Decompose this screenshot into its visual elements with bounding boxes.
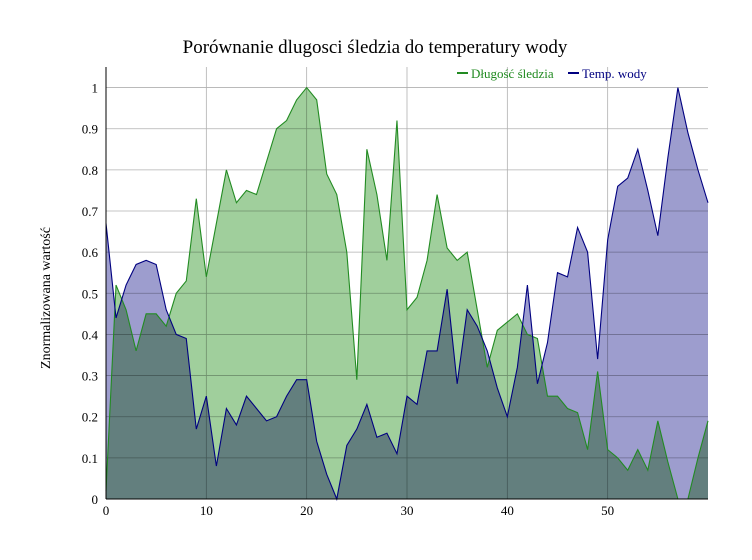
- series-line-0: [105, 86, 709, 500]
- y-tick-label: 0.9: [82, 122, 98, 137]
- y-tick-label: 0.2: [82, 410, 98, 425]
- plot-areas: [105, 86, 709, 501]
- axes: [105, 67, 708, 500]
- legend: Długość śledzia Temp. wody: [457, 66, 647, 81]
- tick-labels: 00.10.20.30.40.50.60.70.80.910 10 20 30 40 50: [82, 81, 614, 518]
- legend-label-temp: Temp. wody: [582, 66, 647, 81]
- x-tick-label: 0: [103, 503, 110, 518]
- x-tick-label: 50: [601, 503, 614, 518]
- y-tick-label: 0.7: [82, 204, 99, 219]
- chart-title: Porównanie dlugosci śledzia do temperatu…: [183, 37, 568, 58]
- y-tick-label: 0: [92, 492, 99, 507]
- legend-label-length: Długość śledzia: [471, 66, 554, 81]
- y-tick-label: 0.6: [82, 245, 99, 260]
- y-tick-label: 0.5: [82, 286, 98, 301]
- y-tick-label: 0.3: [82, 369, 98, 384]
- x-tick-label: 40: [501, 503, 514, 518]
- x-tick-label: 30: [401, 503, 414, 518]
- y-tick-label: 0.1: [82, 451, 98, 466]
- x-tick-label: 10: [200, 503, 213, 518]
- y-tick-label: 0.8: [82, 163, 98, 178]
- y-tick-label: 0.4: [82, 327, 99, 342]
- y-axis-label: Znormalizowana wartość: [39, 227, 54, 369]
- y-tick-label: 1: [92, 81, 99, 96]
- x-tick-label: 20: [300, 503, 313, 518]
- series-line-1: [105, 87, 709, 501]
